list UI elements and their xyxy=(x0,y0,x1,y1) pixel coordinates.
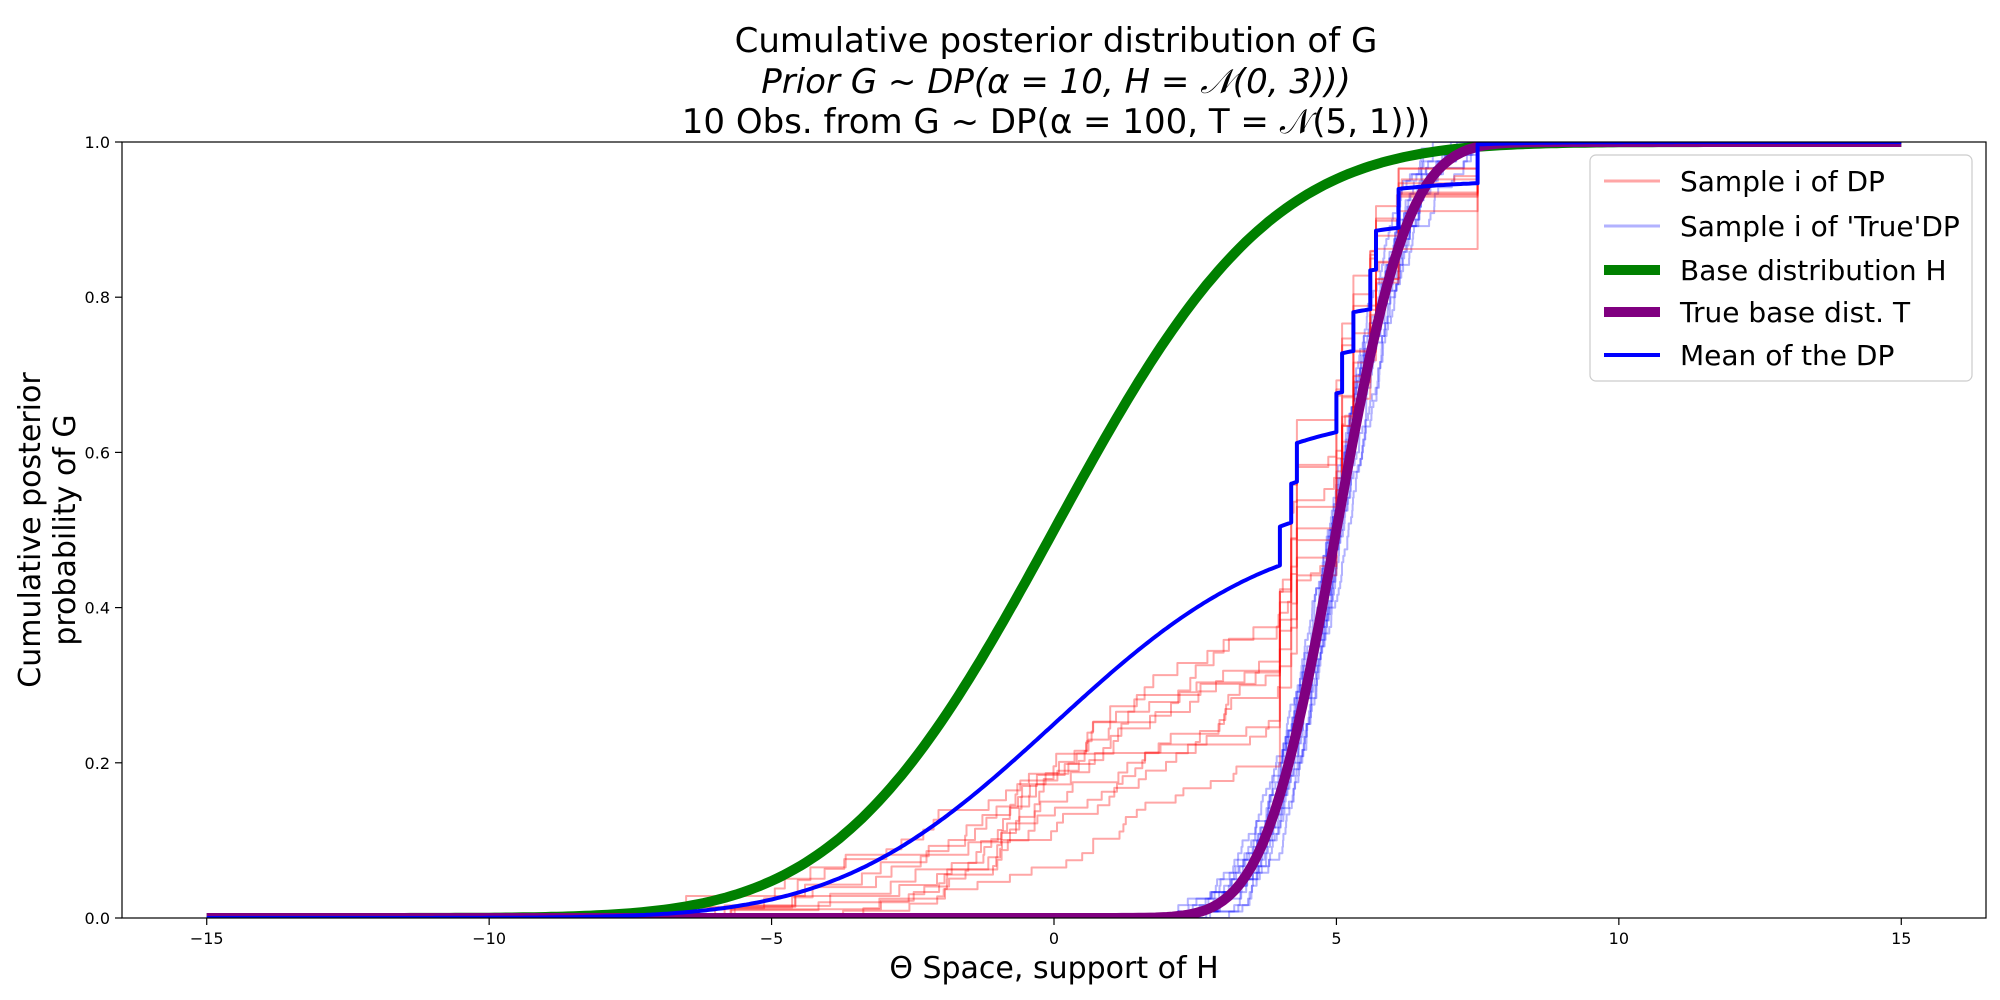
x-tick-label: 0 xyxy=(1049,929,1059,948)
y-tick-label: 0.4 xyxy=(85,599,110,618)
x-tick-label: 15 xyxy=(1891,929,1911,948)
x-tick-label: −10 xyxy=(472,929,506,948)
title-line-3: 10 Obs. from G ~ DP(α = 100, T = 𝒩(5, 1)… xyxy=(682,102,1430,142)
legend-label-base-h: Base distribution H xyxy=(1680,254,1947,287)
y-tick-label: 0.2 xyxy=(85,754,110,773)
y-axis-label-line-1: Cumulative posterior xyxy=(13,372,48,688)
y-axis-label-line-2: probability of G xyxy=(48,414,83,645)
y-tick-label: 1.0 xyxy=(85,133,110,152)
x-tick-label: −5 xyxy=(760,929,784,948)
legend-label-dp-sample: Sample i of DP xyxy=(1680,165,1885,198)
legend-label-true-dp-sample: Sample i of 'True'DP xyxy=(1680,210,1960,243)
y-tick-label: 0.6 xyxy=(85,443,110,462)
true-dp-sample-line xyxy=(206,142,1902,918)
legend-box xyxy=(1589,154,1973,382)
y-tick-label: 0.8 xyxy=(85,288,110,307)
chart-title: Cumulative posterior distribution of G P… xyxy=(682,21,1430,142)
y-tick-label: 0.0 xyxy=(85,909,110,928)
title-line-2: Prior G ~ DP(α = 10, H = 𝒩(0, 3))) xyxy=(761,62,1351,102)
x-axis-label: Θ Space, support of H xyxy=(889,951,1218,986)
x-tick-label: 5 xyxy=(1331,929,1341,948)
y-axis: 0.0 0.2 0.4 0.6 0.8 1.0 xyxy=(85,133,122,928)
x-axis: −15 −10 −5 0 5 10 15 xyxy=(190,918,1911,948)
y-axis-label: Cumulative posterior probability of G xyxy=(13,372,83,688)
x-tick-label: 10 xyxy=(1609,929,1629,948)
title-line-1: Cumulative posterior distribution of G xyxy=(735,21,1378,61)
dp-sample-line xyxy=(206,142,1902,918)
dp-sample-line xyxy=(206,142,1902,918)
dp-sample-line xyxy=(206,142,1902,918)
true-dp-sample-line xyxy=(206,142,1902,918)
legend-label-true-base-t: True base dist. T xyxy=(1679,296,1911,329)
dp-sample-line xyxy=(206,142,1902,918)
legend: Sample i of DP Sample i of 'True'DP Base… xyxy=(1589,154,1973,382)
true-dp-sample-line xyxy=(206,142,1902,918)
legend-label-mean-dp: Mean of the DP xyxy=(1680,339,1894,372)
x-tick-label: −15 xyxy=(190,929,224,948)
